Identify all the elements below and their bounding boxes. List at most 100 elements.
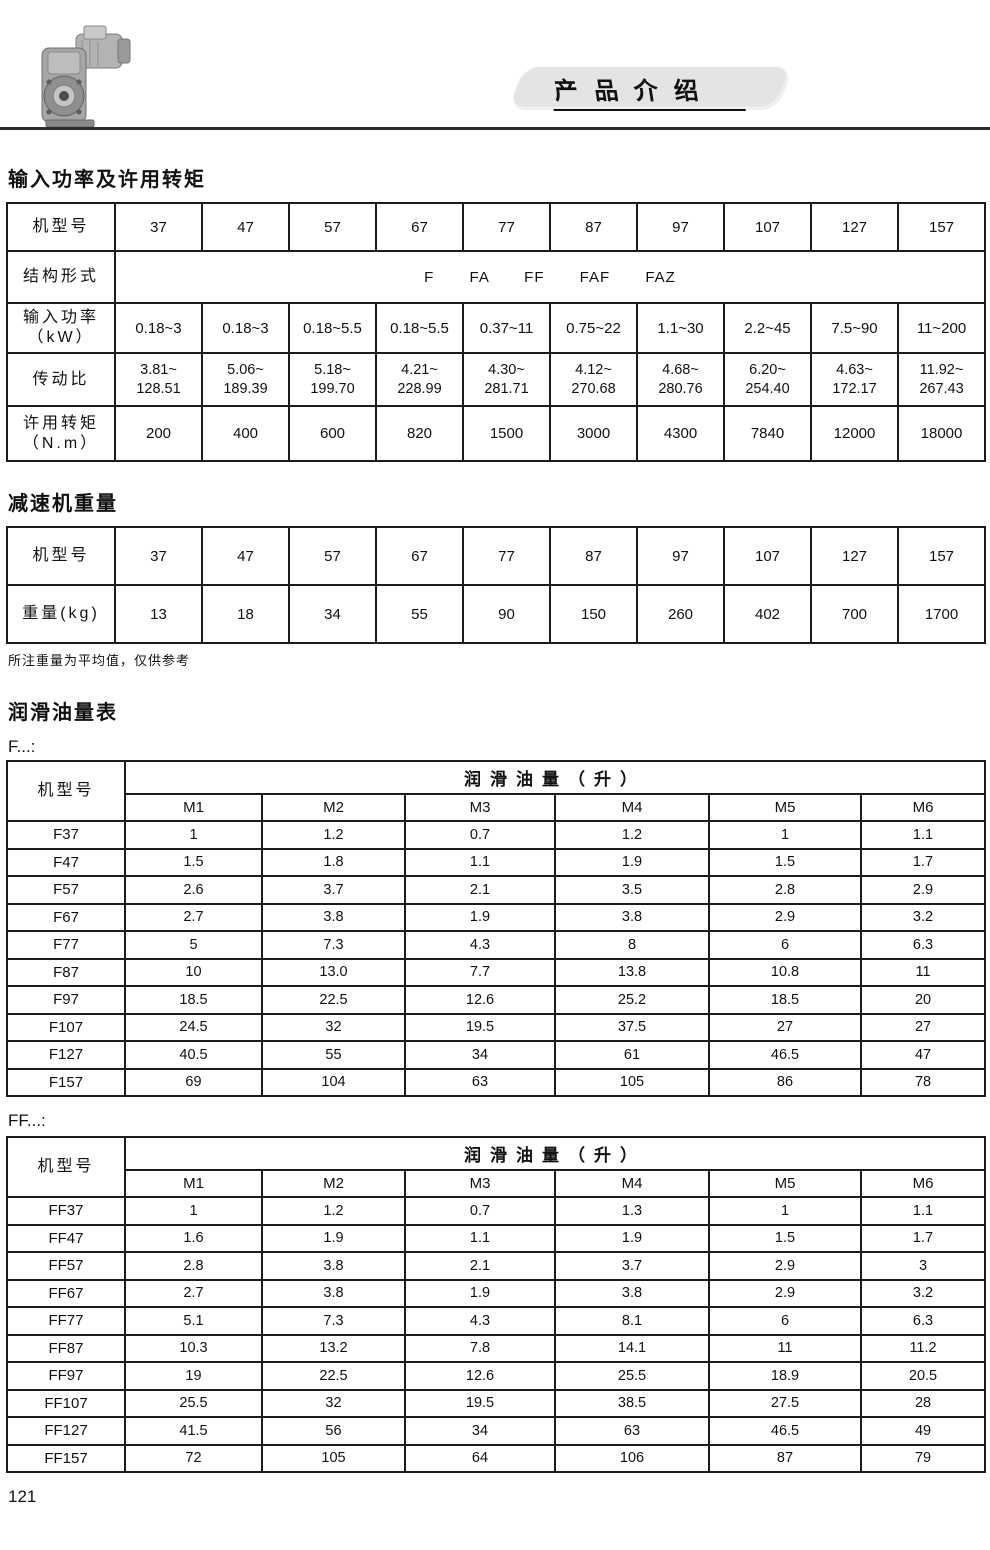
oil-quantity-cell: 22.5 [261,985,406,1015]
oil-quantity-cell: 105 [554,1067,710,1097]
oil-quantity-cell: 20 [859,985,987,1015]
oil-quantity-cell: 18.5 [124,985,263,1015]
weight-cell: 402 [723,584,812,644]
oil-quantity-cell: 11 [859,957,987,987]
table-row: F97 18.5 22.5 12.6 25.2 18.5 20 [6,985,987,1015]
oil-quantity-cell: 37.5 [554,1012,710,1042]
table-row: 机型号 润滑油量（升） [6,760,987,822]
model-label: F67 [6,902,126,932]
oil-quantity-cell: 3 [859,1251,987,1281]
table-row: F47 1.5 1.8 1.1 1.9 1.5 1.7 [6,847,987,877]
model-header-cell: 77 [462,202,551,252]
table-row: 许用转矩 （N.m） 200 400 600 820 1500 3000 4300 7840 1… [6,405,986,462]
torque-cell: 12000 [810,405,899,462]
oil-quantity-cell: 0.7 [404,820,556,850]
oil-quantity-cell: 49 [859,1416,987,1446]
table-row: 传动比 3.81~ 128.51 5.06~ 189.39 5.18~ 199.70… [6,352,986,407]
oil-quantity-cell: 87 [708,1443,862,1473]
torque-cell: 7840 [723,405,812,462]
oil-quantity-cell: 13.8 [554,957,710,987]
oil-quantity-cell: 1.1 [859,1196,987,1226]
oil-quantity-cell: 1.5 [708,1223,862,1253]
torque-cell: 200 [114,405,203,462]
oil-quantity-cell: 2.1 [404,1251,556,1281]
oil-quantity-cell: 1.9 [404,1278,556,1308]
table-row: F57 2.6 3.7 2.1 3.5 2.8 2.9 [6,875,987,905]
oil-quantity-cell: 2.7 [124,1278,263,1308]
table-row: FF127 41.5 56 34 63 46.5 49 [6,1416,987,1446]
model-header-cell: 77 [462,526,551,586]
model-label: FF127 [6,1416,126,1446]
oil-quantity-cell: 1 [708,820,862,850]
header-rule [0,127,990,130]
oil-quantity-cell: 5 [124,930,263,960]
m-header-cell: M4 [554,793,710,822]
oil-quantity-cell: 63 [554,1416,710,1446]
oil-quantity-cell: 12.6 [404,985,556,1015]
oil-quantity-cell: 27.5 [708,1388,862,1418]
table-row: 结构形式 F FA FF FAF FAZ [6,250,986,304]
torque-cell: 4300 [636,405,725,462]
model-label: FF157 [6,1443,126,1473]
model-header-cell: 127 [810,202,899,252]
oil-quantity-cell: 56 [261,1416,406,1446]
oil-quantity-cell: 6 [708,930,862,960]
table-row: F107 24.5 32 19.5 37.5 27 27 [6,1012,987,1042]
input-power-cell: 11~200 [897,302,986,354]
oil-quantity-cell: 2.9 [859,875,987,905]
oil-quantity-cell: 1.2 [554,820,710,850]
oil-quantity-cell: 3.5 [554,875,710,905]
oil-quantity-cell: 1.9 [261,1223,406,1253]
table-row: FF157 72 105 64 106 87 79 [6,1443,987,1473]
table-row: FF37 1 1.2 0.7 1.3 1 1.1 [6,1196,987,1226]
oil-quantity-cell: 1.9 [554,1223,710,1253]
ratio-cell: 11.92~ 267.43 [897,352,986,407]
oil-quantity-cell: 2.8 [708,875,862,905]
gear-reducer-illustration [41,25,131,128]
oil-quantity-cell: 64 [404,1443,556,1473]
oil-quantity-cell: 28 [859,1388,987,1418]
oil-quantity-cell: 2.9 [708,1251,862,1281]
row-header-structure: 结构形式 [6,250,116,304]
oil-quantity-cell: 1.1 [859,820,987,850]
weight-note: 所注重量为平均值，仅供参考 [8,653,191,668]
model-label: FF77 [6,1306,126,1336]
oil-quantity-cell: 13.0 [261,957,406,987]
section-title-weight: 减速机重量 [8,493,118,515]
row-header-input-power: 输入功率 （kW） [6,302,116,354]
table-row: F127 40.5 55 34 61 46.5 47 [6,1040,987,1070]
model-header-cell: 47 [201,202,290,252]
oil-quantity-cell: 32 [261,1388,406,1418]
table-row: M1 M2 M3 M4 M5 M6 [7,793,987,822]
power-torque-table: 机型号 37 47 57 67 77 87 97 107 127 157 结构形式 F FA FF… [6,202,986,462]
weight-cell: 18 [201,584,290,644]
m-header-cell: M6 [859,793,987,822]
row-header-model: 机型号 [6,526,116,586]
model-header-cell: 37 [114,202,203,252]
oil-quantity-cell: 3.8 [261,1251,406,1281]
oil-quantity-cell: 1.2 [261,820,406,850]
m-header-cell: M5 [708,793,862,822]
oil-quantity-cell: 41.5 [124,1416,263,1446]
oil-quantity-cell: 32 [261,1012,406,1042]
table-row: FF87 10.3 13.2 7.8 14.1 11 11.2 [6,1333,987,1363]
row-header-model: 机型号 [6,202,116,252]
weight-cell: 700 [810,584,899,644]
oil-quantity-cell: 47 [859,1040,987,1070]
model-label: F57 [6,875,126,905]
m-header-cell: M6 [859,1169,987,1198]
oil-quantity-cell: 7.3 [261,1306,406,1336]
oil-quantity-cell: 106 [554,1443,710,1473]
oil-quantity-cell: 0.7 [404,1196,556,1226]
m-header-cell: M1 [124,793,263,822]
oil-quantity-cell: 3.2 [859,1278,987,1308]
input-power-cell: 7.5~90 [810,302,899,354]
structure-forms-cell: F FA FF FAF FAZ [114,250,986,304]
model-label: FF87 [6,1333,126,1363]
section-banner-text-layer: 产品介绍 [516,66,782,111]
table-row: 机型号 37 47 57 67 77 87 97 107 127 157 [6,202,986,252]
model-header-cell: 37 [114,526,203,586]
model-label: F37 [6,820,126,850]
table-row: F87 10 13.0 7.7 13.8 10.8 11 [6,957,987,987]
torque-cell: 18000 [897,405,986,462]
